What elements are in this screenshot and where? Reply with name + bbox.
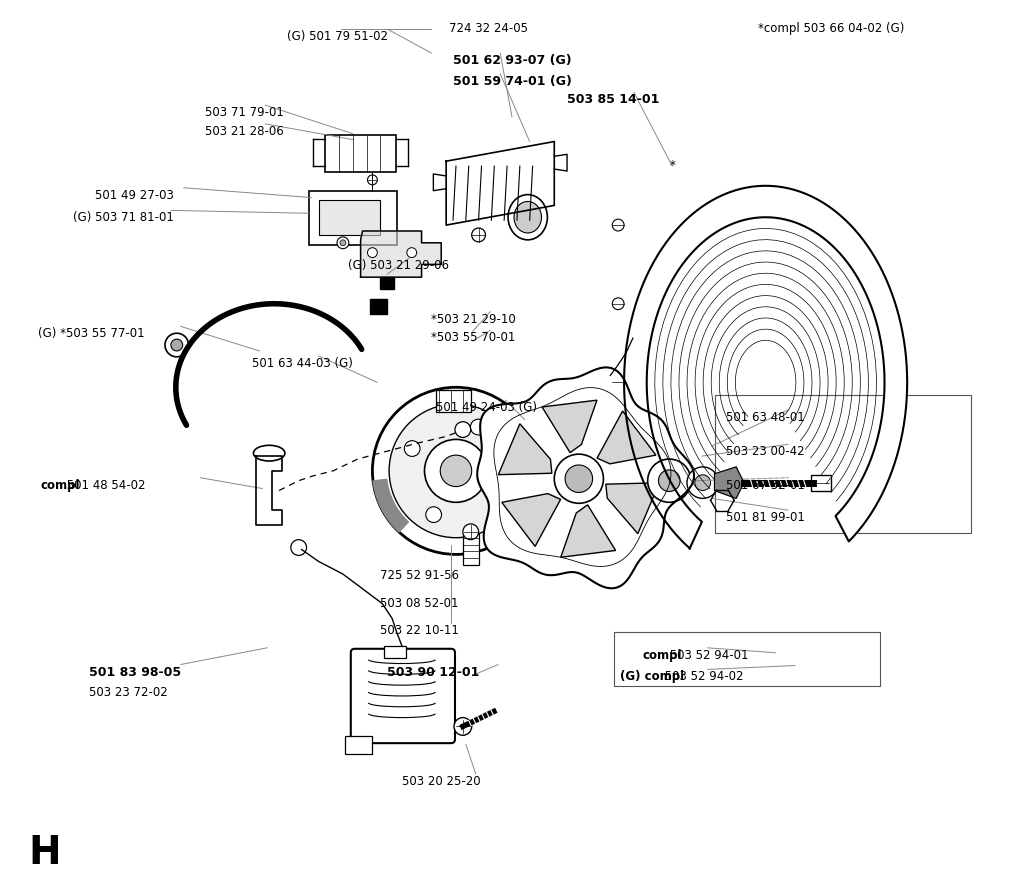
Circle shape: [600, 372, 614, 386]
Circle shape: [368, 175, 377, 186]
Text: 503 85 14-01: 503 85 14-01: [567, 93, 659, 106]
Text: 503 23 00-42: 503 23 00-42: [726, 445, 805, 458]
Bar: [326, 136, 396, 173]
Ellipse shape: [508, 196, 548, 240]
Circle shape: [612, 377, 624, 389]
Text: compl: compl: [40, 478, 80, 491]
Text: H: H: [29, 832, 61, 871]
Circle shape: [565, 466, 593, 493]
Text: 724 32 24-05: 724 32 24-05: [450, 22, 528, 34]
Circle shape: [337, 238, 349, 249]
Circle shape: [470, 420, 486, 435]
Polygon shape: [256, 457, 282, 525]
Text: *503 55 70-01: *503 55 70-01: [431, 331, 516, 344]
Circle shape: [695, 475, 711, 491]
Text: 501 49 27-03: 501 49 27-03: [95, 189, 174, 202]
Text: 501 63 44-03 (G): 501 63 44-03 (G): [253, 356, 353, 369]
Circle shape: [647, 460, 691, 503]
Circle shape: [492, 486, 508, 502]
Bar: [463, 534, 478, 566]
Circle shape: [472, 229, 485, 243]
Bar: [384, 646, 406, 658]
Circle shape: [554, 454, 603, 503]
Circle shape: [440, 456, 472, 487]
Circle shape: [658, 470, 680, 492]
Polygon shape: [542, 401, 597, 453]
FancyBboxPatch shape: [351, 649, 455, 744]
Circle shape: [171, 339, 182, 352]
Polygon shape: [504, 410, 539, 463]
Ellipse shape: [254, 446, 285, 461]
Circle shape: [425, 440, 487, 503]
Text: 503 08 52-01: 503 08 52-01: [380, 596, 459, 609]
Bar: [716, 396, 971, 533]
Text: (G) 503 21 29-06: (G) 503 21 29-06: [348, 258, 449, 271]
Circle shape: [291, 540, 306, 556]
Text: 501 62 93-07 (G): 501 62 93-07 (G): [453, 54, 571, 67]
Text: 503 20 25-20: 503 20 25-20: [401, 774, 480, 787]
Polygon shape: [499, 424, 552, 475]
Polygon shape: [597, 411, 656, 464]
Polygon shape: [502, 494, 560, 546]
Circle shape: [373, 388, 540, 555]
Bar: [345, 737, 373, 754]
Text: 503 21 28-06: 503 21 28-06: [205, 125, 284, 138]
Circle shape: [404, 441, 420, 457]
Text: compl: compl: [643, 648, 682, 661]
Circle shape: [340, 240, 346, 246]
Text: 503 23 72-02: 503 23 72-02: [89, 685, 168, 698]
Bar: [436, 391, 471, 412]
Text: 501 63 48-01: 501 63 48-01: [726, 410, 805, 424]
Text: 503 71 79-01: 503 71 79-01: [205, 106, 285, 119]
Text: *compl 503 66 04-02 (G): *compl 503 66 04-02 (G): [758, 22, 904, 34]
Polygon shape: [373, 480, 409, 532]
Circle shape: [407, 248, 417, 258]
Text: 501 59 74-01 (G): 501 59 74-01 (G): [453, 75, 571, 88]
Circle shape: [612, 298, 624, 310]
Text: (G) *503 55 77-01: (G) *503 55 77-01: [38, 327, 144, 340]
Text: 503 22 10-11: 503 22 10-11: [380, 624, 459, 637]
Circle shape: [612, 220, 624, 232]
Circle shape: [687, 467, 719, 499]
Polygon shape: [380, 278, 394, 289]
Polygon shape: [624, 187, 907, 549]
Polygon shape: [477, 368, 694, 588]
Text: 501 67 32-01: 501 67 32-01: [726, 478, 805, 491]
Polygon shape: [561, 505, 615, 558]
Text: (G) 503 71 81-01: (G) 503 71 81-01: [73, 211, 173, 225]
Ellipse shape: [514, 203, 542, 233]
Circle shape: [426, 507, 441, 523]
Text: 503 90 12-01: 503 90 12-01: [387, 665, 479, 678]
Text: 503 52 94-02: 503 52 94-02: [662, 670, 744, 682]
Circle shape: [455, 422, 471, 438]
Polygon shape: [446, 142, 554, 226]
Text: (G) 501 79 51-02: (G) 501 79 51-02: [287, 31, 388, 44]
Bar: [614, 632, 880, 687]
Text: 501 83 98-05: 501 83 98-05: [89, 665, 181, 678]
Polygon shape: [371, 299, 387, 314]
Text: (G) compl: (G) compl: [621, 670, 684, 682]
Circle shape: [604, 376, 610, 382]
Text: 503 52 94-01: 503 52 94-01: [666, 648, 749, 661]
Polygon shape: [715, 467, 744, 499]
Polygon shape: [360, 232, 441, 278]
Bar: [308, 191, 397, 246]
Circle shape: [368, 248, 377, 258]
Bar: [319, 200, 380, 236]
Circle shape: [165, 334, 188, 358]
Text: 501 49 24-03 (G): 501 49 24-03 (G): [436, 401, 538, 414]
Polygon shape: [606, 483, 659, 534]
Circle shape: [454, 717, 472, 736]
Text: 501 48 54-02: 501 48 54-02: [63, 478, 145, 491]
Bar: [811, 475, 830, 491]
Text: *: *: [670, 159, 675, 172]
Circle shape: [389, 404, 523, 538]
Text: *503 21 29-10: *503 21 29-10: [431, 312, 516, 325]
Circle shape: [463, 524, 478, 540]
Text: 501 81 99-01: 501 81 99-01: [726, 510, 805, 524]
Text: 725 52 91-56: 725 52 91-56: [380, 568, 460, 581]
